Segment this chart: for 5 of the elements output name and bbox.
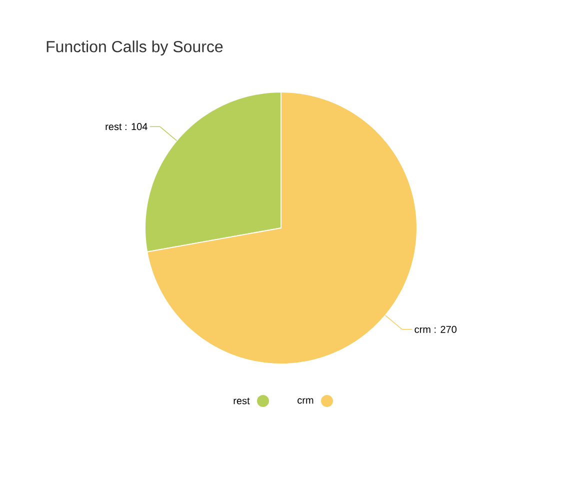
legend-label: rest xyxy=(234,398,250,404)
legend-label: crm xyxy=(298,398,314,404)
chart-title: Function Calls by Source xyxy=(46,40,223,56)
data-label: rest : 104 xyxy=(106,123,148,130)
data-label: crm : 270 xyxy=(414,326,457,333)
